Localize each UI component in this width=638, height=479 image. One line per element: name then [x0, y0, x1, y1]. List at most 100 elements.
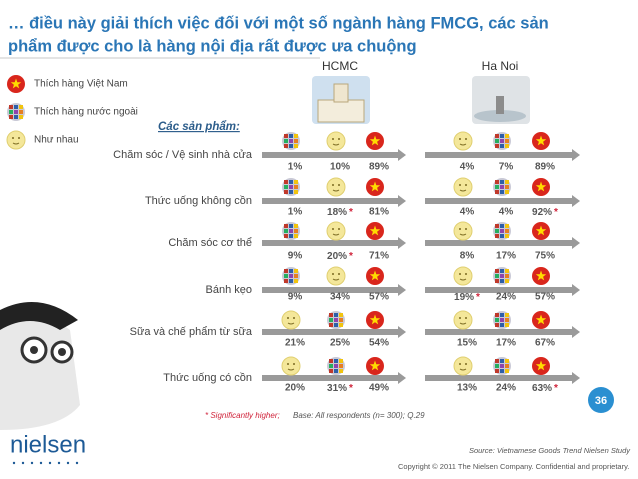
arrow-head — [398, 237, 406, 249]
icon-flag — [500, 323, 504, 327]
icon-eye — [465, 228, 467, 230]
icon-eye — [332, 138, 334, 140]
icon-flag — [294, 185, 298, 189]
percent-value: 24% — [496, 383, 516, 394]
icon-flag — [339, 313, 343, 317]
icon-flag — [294, 144, 298, 148]
percent-value: 4% — [499, 207, 514, 218]
icon-vietnam — [532, 357, 550, 375]
title-line: … điều này giải thích việc đối với một s… — [8, 14, 549, 32]
icon-flag — [334, 369, 338, 373]
percent-value: 10% — [330, 162, 350, 173]
icon-foreign — [282, 267, 300, 285]
icon-flag — [505, 139, 509, 143]
icon-flag — [294, 274, 298, 278]
icon-flag — [289, 279, 293, 283]
icon-flag — [500, 234, 504, 238]
icon-flag — [505, 313, 509, 317]
icon-flag — [9, 115, 13, 119]
icon-flag — [334, 359, 338, 363]
icon-eye — [287, 363, 289, 365]
icon-same — [326, 131, 346, 151]
percent-value: 81% — [369, 207, 389, 218]
icon-flag — [505, 269, 509, 273]
icon-eye — [287, 317, 289, 319]
icon-flag — [329, 359, 333, 363]
icon-flag — [9, 110, 13, 114]
icon-disc — [6, 130, 26, 150]
icon-eye — [459, 363, 461, 365]
icon-star — [10, 78, 22, 89]
icon-disc — [453, 310, 473, 330]
icon-eye — [465, 273, 467, 275]
arrow-head — [398, 372, 406, 384]
hanoi-picture — [472, 76, 530, 124]
icon-vietnam — [366, 267, 384, 285]
legend-label: Thích hàng nước ngoài — [34, 107, 138, 118]
icon-disc — [326, 266, 346, 286]
logo-dots — [12, 461, 79, 465]
icon-flag — [339, 323, 343, 327]
arrow-head — [572, 149, 580, 161]
icon-flag — [284, 180, 288, 184]
icon-eye — [338, 273, 340, 275]
icon-vietnam — [532, 132, 550, 150]
icon-same — [453, 310, 473, 330]
icon-same — [453, 131, 473, 151]
icon-star — [535, 314, 547, 325]
icon-flag — [289, 134, 293, 138]
product-label: Chăm sóc / Vệ sinh nhà cửa — [113, 149, 253, 161]
icon-eye — [332, 228, 334, 230]
icon-star — [369, 225, 381, 236]
products-label: Các sản phẩm: — [158, 121, 240, 133]
icon-flag — [505, 180, 509, 184]
icon-flag — [289, 229, 293, 233]
icon-vietnam — [532, 311, 550, 329]
product-label: Chăm sóc cơ thể — [168, 237, 252, 249]
icon-eye — [18, 137, 20, 139]
icon-foreign — [7, 103, 25, 121]
percent-value: 15% — [457, 338, 477, 349]
percent-value: 8% — [460, 251, 475, 262]
icon-flag — [505, 144, 509, 148]
icon-mouth — [459, 322, 467, 325]
city-label: HCMC — [322, 59, 358, 73]
product-label: Sữa và chế phẩm từ sữa — [130, 326, 253, 338]
icon-flag — [500, 369, 504, 373]
icon-flag — [505, 323, 509, 327]
product-label: Thức uống có cồn — [163, 372, 252, 384]
icon-flag — [19, 105, 23, 109]
icon-flag — [505, 229, 509, 233]
percent-value: 18% * — [327, 207, 353, 218]
icon-flag — [284, 139, 288, 143]
icon-foreign — [282, 222, 300, 240]
icon-mouth — [287, 322, 295, 325]
icon-flag — [329, 313, 333, 317]
icon-eye — [465, 317, 467, 319]
icon-flag — [505, 224, 509, 228]
icon-disc — [326, 131, 346, 151]
icon-same — [453, 356, 473, 376]
icon-flag — [505, 185, 509, 189]
icon-vietnam — [366, 132, 384, 150]
icon-flag — [289, 185, 293, 189]
footnote-star: * Significantly higher; — [205, 411, 280, 420]
icon-vietnam — [366, 311, 384, 329]
icon-mouth — [459, 278, 467, 281]
icon-flag — [284, 269, 288, 273]
legend-label: Thích hàng Việt Nam — [34, 79, 128, 90]
icon-flag — [334, 364, 338, 368]
icon-vietnam — [366, 178, 384, 196]
icon-flag — [495, 185, 499, 189]
icon-star — [535, 135, 547, 146]
icon-eye — [465, 138, 467, 140]
percent-value: 1% — [288, 207, 303, 218]
icon-flag — [284, 274, 288, 278]
percent-value: 9% — [288, 251, 303, 262]
icon-flag — [500, 313, 504, 317]
icon-eye — [465, 363, 467, 365]
icon-flag — [495, 234, 499, 238]
icon-flag — [284, 144, 288, 148]
percent-value: 7% — [499, 162, 514, 173]
